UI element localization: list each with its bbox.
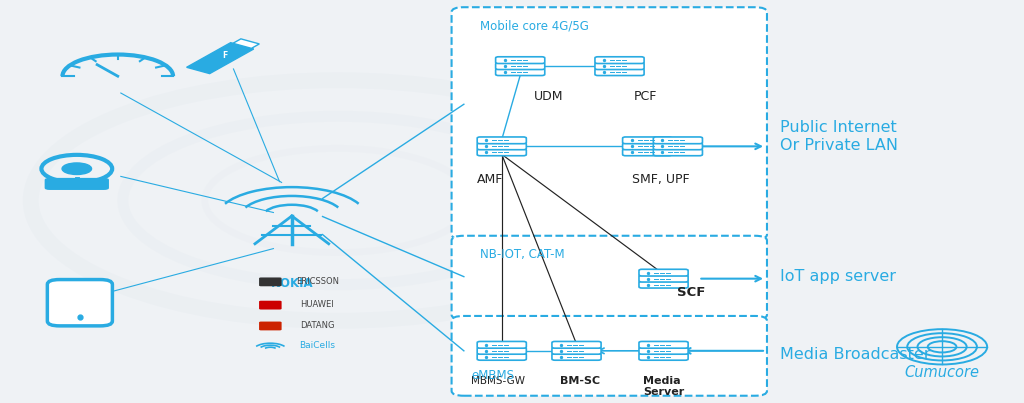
- FancyBboxPatch shape: [623, 149, 672, 156]
- Text: HUAWEI: HUAWEI: [301, 300, 334, 309]
- FancyBboxPatch shape: [552, 347, 601, 354]
- FancyBboxPatch shape: [45, 178, 109, 190]
- Text: Cumucore: Cumucore: [904, 365, 980, 380]
- Text: PCF: PCF: [634, 90, 657, 103]
- Text: NOKIA: NOKIA: [270, 276, 313, 290]
- Text: Mobile core 4G/5G: Mobile core 4G/5G: [480, 19, 589, 32]
- FancyBboxPatch shape: [639, 353, 688, 360]
- FancyBboxPatch shape: [496, 63, 545, 70]
- FancyBboxPatch shape: [639, 347, 688, 354]
- FancyBboxPatch shape: [452, 7, 767, 239]
- FancyBboxPatch shape: [653, 149, 702, 156]
- Text: DATANG: DATANG: [300, 321, 335, 330]
- FancyBboxPatch shape: [653, 137, 702, 144]
- FancyBboxPatch shape: [653, 143, 702, 150]
- Text: Media Broadcaster: Media Broadcaster: [780, 347, 931, 362]
- Text: Public Internet
Or Private LAN: Public Internet Or Private LAN: [780, 120, 898, 153]
- Circle shape: [62, 163, 91, 174]
- FancyBboxPatch shape: [452, 316, 767, 396]
- FancyBboxPatch shape: [452, 236, 767, 320]
- FancyBboxPatch shape: [259, 301, 282, 310]
- Polygon shape: [232, 39, 259, 48]
- Text: AMF: AMF: [477, 173, 504, 186]
- FancyBboxPatch shape: [595, 57, 644, 64]
- FancyBboxPatch shape: [595, 69, 644, 75]
- FancyBboxPatch shape: [259, 322, 282, 330]
- Text: UDM: UDM: [534, 90, 563, 103]
- Text: MBMS-GW: MBMS-GW: [471, 376, 525, 386]
- FancyBboxPatch shape: [639, 281, 688, 288]
- Text: F: F: [222, 51, 227, 60]
- FancyBboxPatch shape: [477, 347, 526, 354]
- FancyBboxPatch shape: [477, 353, 526, 360]
- Polygon shape: [186, 43, 254, 74]
- FancyBboxPatch shape: [477, 149, 526, 156]
- FancyBboxPatch shape: [496, 57, 545, 64]
- Text: Media
Server: Media Server: [643, 376, 684, 397]
- Text: SCF: SCF: [677, 286, 706, 299]
- FancyBboxPatch shape: [259, 277, 282, 286]
- FancyBboxPatch shape: [477, 143, 526, 150]
- Text: BaiCells: BaiCells: [299, 341, 336, 350]
- Text: ERICSSON: ERICSSON: [296, 277, 339, 286]
- FancyBboxPatch shape: [552, 341, 601, 348]
- FancyBboxPatch shape: [47, 280, 113, 326]
- Text: NB-IOT, CAT-M: NB-IOT, CAT-M: [480, 248, 565, 261]
- FancyBboxPatch shape: [623, 137, 672, 144]
- FancyBboxPatch shape: [552, 353, 601, 360]
- FancyBboxPatch shape: [639, 275, 688, 282]
- Text: SMF, UPF: SMF, UPF: [632, 173, 689, 186]
- FancyBboxPatch shape: [595, 63, 644, 70]
- FancyBboxPatch shape: [477, 341, 526, 348]
- FancyBboxPatch shape: [639, 269, 688, 276]
- Text: eMBMS: eMBMS: [471, 369, 514, 382]
- Text: IoT app server: IoT app server: [780, 269, 896, 284]
- FancyBboxPatch shape: [477, 137, 526, 144]
- FancyBboxPatch shape: [639, 341, 688, 348]
- Text: BM-SC: BM-SC: [560, 376, 600, 386]
- FancyBboxPatch shape: [623, 143, 672, 150]
- FancyBboxPatch shape: [496, 69, 545, 75]
